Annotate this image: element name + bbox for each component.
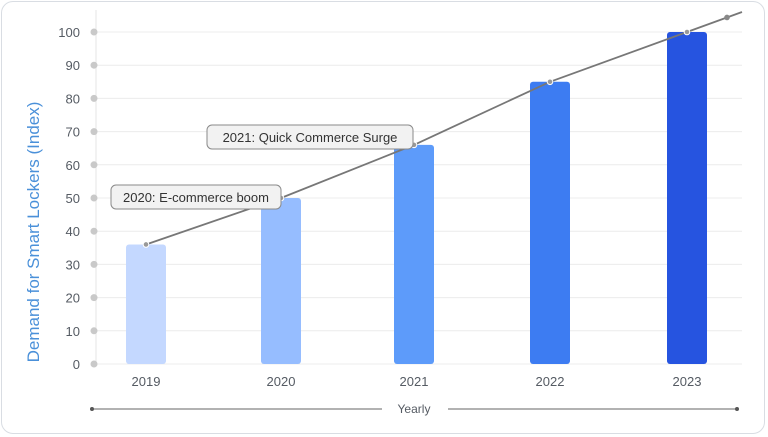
y-tick-label: 40 (66, 224, 80, 239)
y-tick-dot (90, 94, 98, 102)
y-tick-label: 50 (66, 191, 80, 206)
y-tick-label: 20 (66, 291, 80, 306)
annotation-label: 2020: E-commerce boom (123, 190, 269, 205)
x-axis-label-group: Yearly (90, 402, 739, 416)
y-tick-label: 80 (66, 91, 80, 106)
y-tick-label: 60 (66, 158, 80, 173)
x-axis-ticks: 2019 2020 2021 2022 2023 (132, 374, 702, 389)
annotation-box (206, 124, 414, 150)
x-axis-label-line-right-dot (735, 407, 739, 411)
bars (126, 32, 707, 365)
y-axis-label: Demand for Smart Lockers (Index) (24, 102, 43, 363)
trend-point (683, 28, 691, 36)
x-tick-label: 2022 (536, 374, 565, 389)
trend-point (142, 241, 150, 248)
y-tick-label: 0 (73, 357, 80, 372)
x-tick-label: 2021 (400, 374, 429, 389)
bar (530, 81, 570, 365)
y-axis-ticks: 0 10 20 30 40 50 60 70 80 90 100 (58, 25, 98, 372)
y-tick-dot (90, 360, 98, 368)
bar (394, 144, 434, 364)
y-tick-dot (90, 294, 98, 302)
y-tick-dot (90, 161, 98, 169)
gridlines (95, 10, 742, 365)
y-tick-dot (90, 194, 98, 202)
x-tick-label: 2019 (132, 374, 161, 389)
y-tick-dot (90, 327, 98, 335)
x-tick-label: 2023 (673, 374, 702, 389)
y-tick-label: 30 (66, 257, 80, 272)
annotation-box (110, 184, 282, 210)
x-axis-label-line-left-dot (90, 407, 94, 411)
x-axis-label: Yearly (398, 402, 431, 416)
y-tick-dot (90, 128, 98, 136)
y-tick-label: 90 (66, 58, 80, 73)
y-tick-dot (90, 61, 98, 69)
y-tick-label: 70 (66, 125, 80, 140)
trend-point (546, 78, 554, 86)
bar (667, 32, 707, 364)
y-tick-dot (90, 227, 98, 235)
bar (261, 198, 301, 364)
y-tick-dot (90, 260, 98, 268)
annotations: 2020: E-commerce boom 2021: Quick Commerc… (110, 124, 414, 210)
trend-end-point (724, 14, 730, 21)
annotation-label: 2021: Quick Commerce Surge (223, 130, 398, 145)
y-tick-label: 100 (58, 25, 80, 40)
y-tick-label: 10 (66, 324, 80, 339)
y-tick-dot (90, 28, 98, 36)
x-tick-label: 2020 (267, 374, 296, 389)
bar (126, 244, 166, 364)
